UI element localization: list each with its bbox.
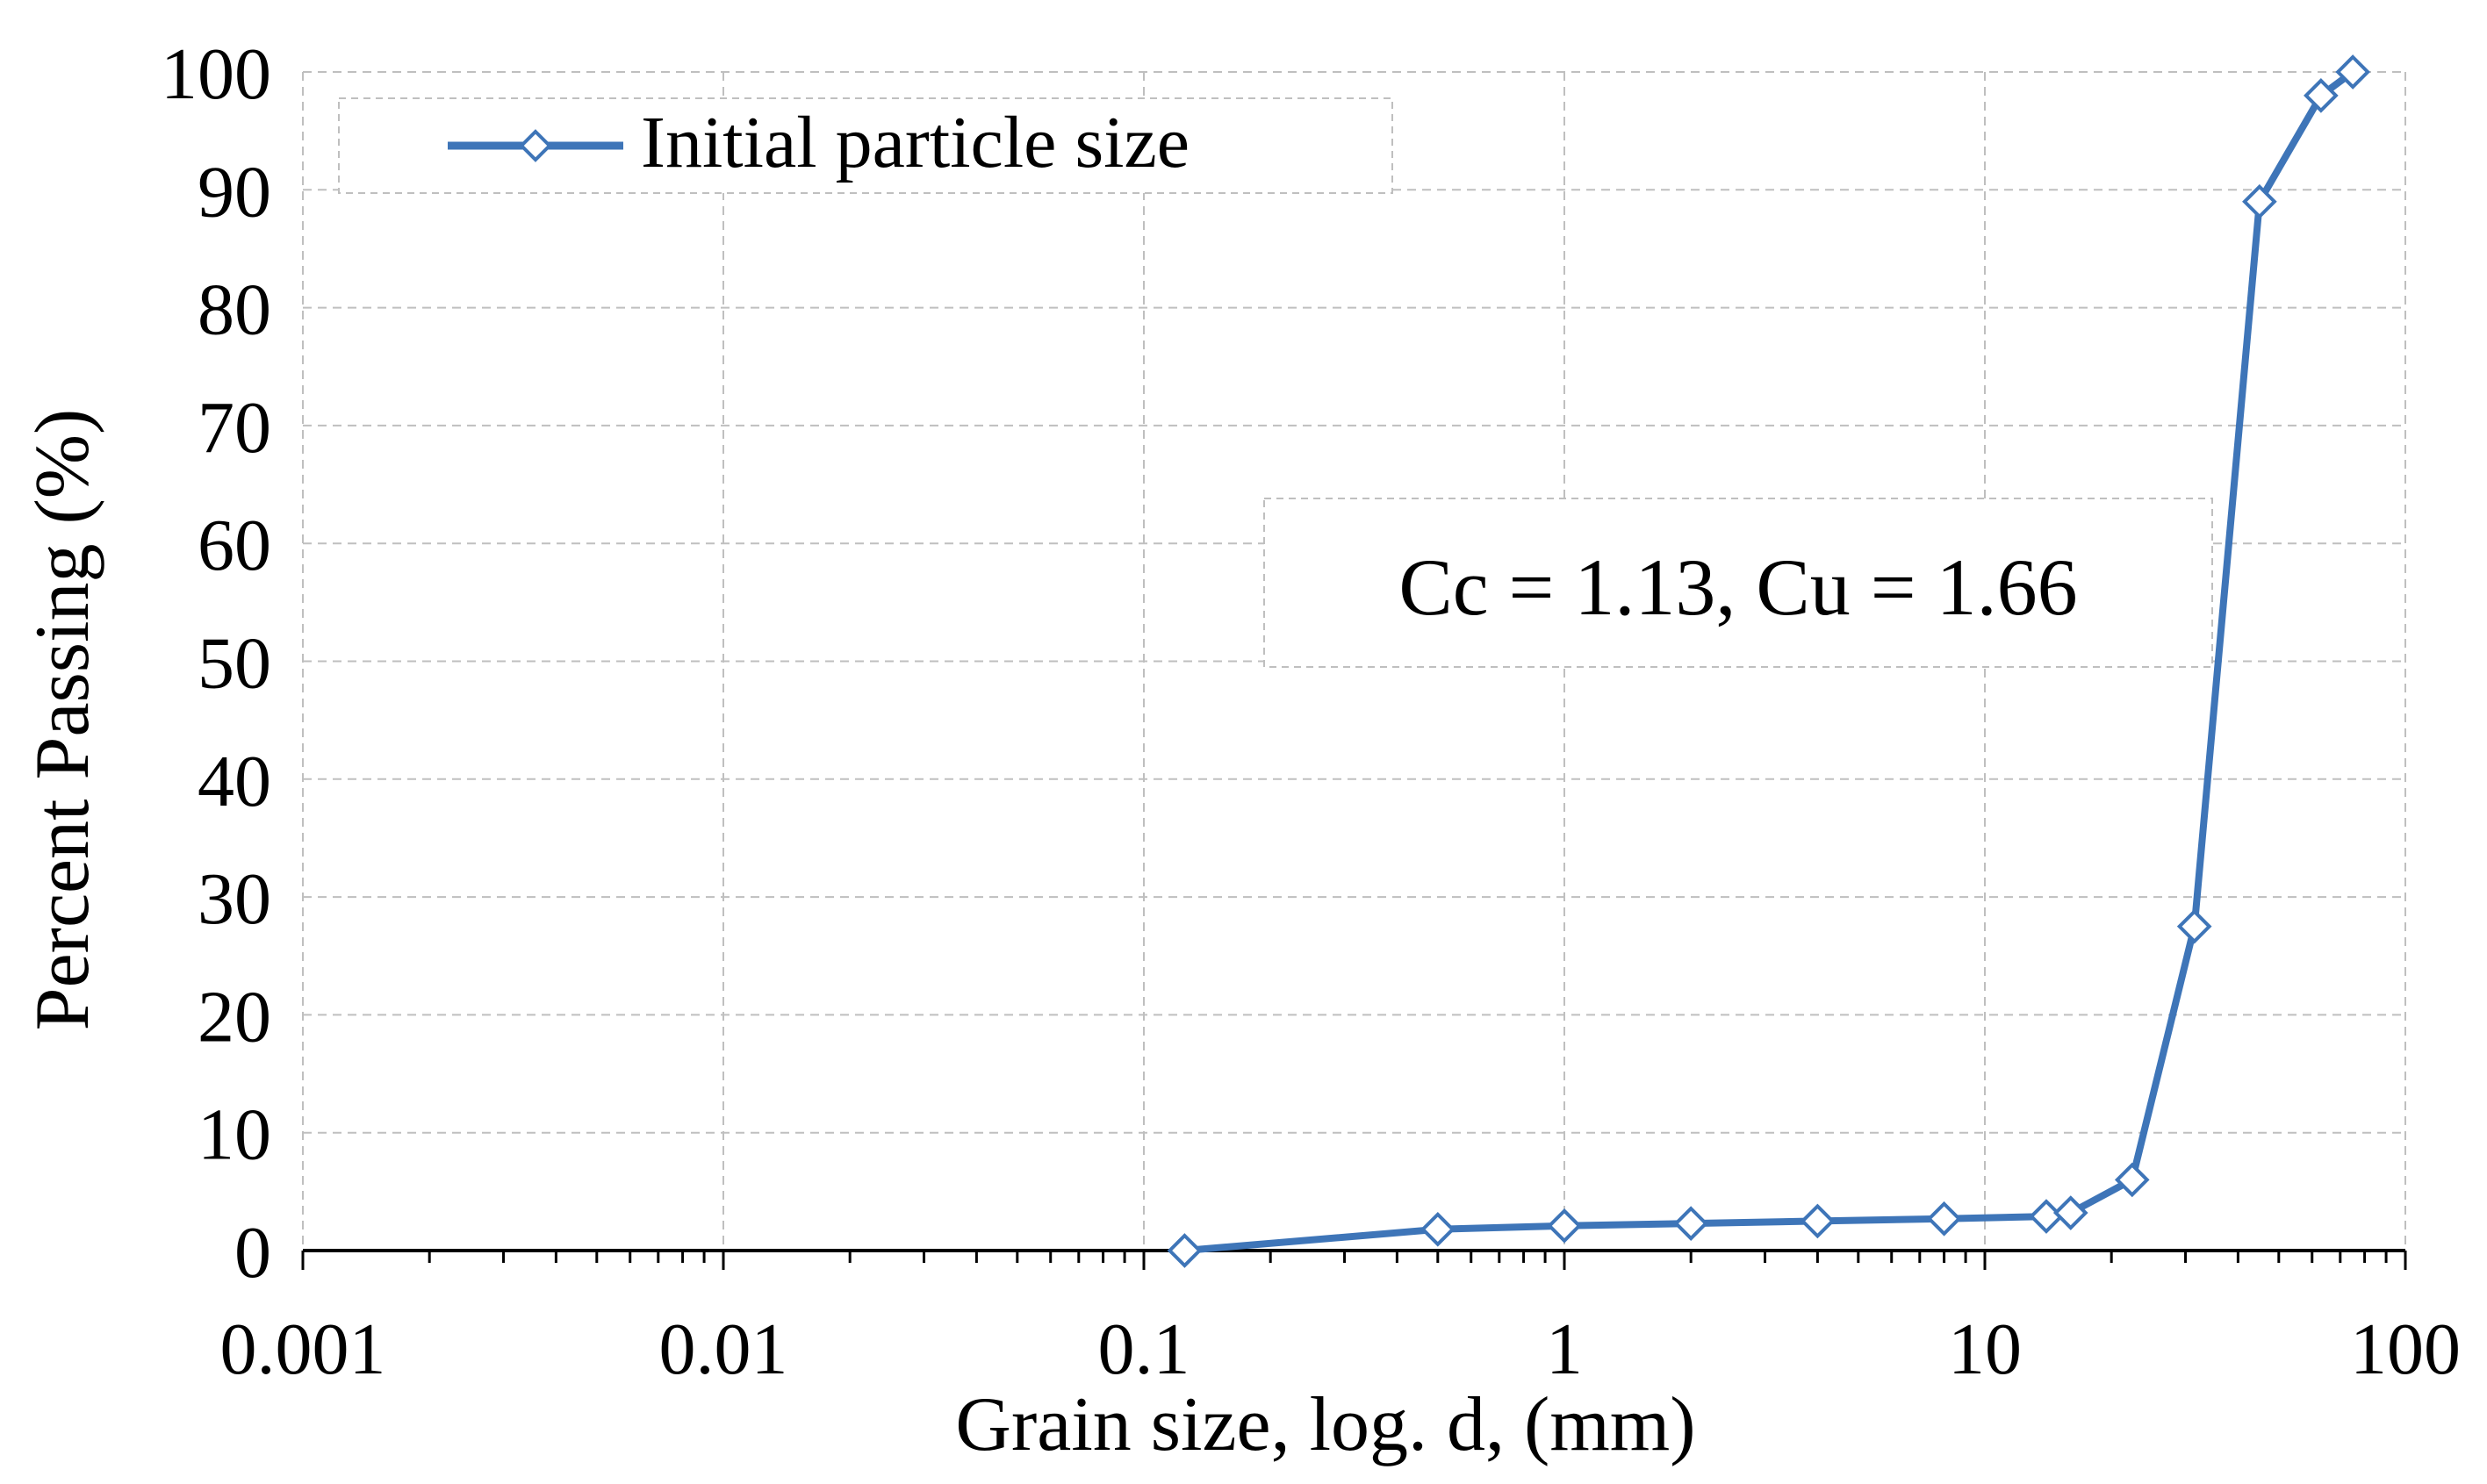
data-point-marker (1673, 1206, 1709, 1241)
x-tick-labels: 0.001 0.01 0.1 1 10 100 (220, 1308, 2462, 1390)
x-tick-label: 100 (2350, 1308, 2461, 1390)
data-point-marker (1420, 1212, 1456, 1247)
y-tick-label: 10 (198, 1094, 271, 1176)
y-tick-labels: 0 10 20 30 40 50 60 70 80 90 100 (161, 33, 271, 1294)
x-axis-label: Grain size, log. d, (mm) (955, 1382, 1695, 1467)
x-tick-label: 0.1 (1098, 1308, 1190, 1390)
y-tick-label: 30 (198, 858, 271, 940)
axes (301, 1249, 2407, 1270)
data-point-marker (1926, 1201, 1962, 1237)
y-tick-label: 40 (198, 741, 271, 822)
data-point-marker (1547, 1208, 1582, 1244)
data-point-marker (2176, 908, 2212, 944)
x-tick-label: 1 (1546, 1308, 1583, 1390)
y-axis-label: Percent Passing (%) (20, 409, 105, 1031)
y-tick-label: 60 (198, 505, 271, 586)
data-point-marker (2335, 54, 2370, 90)
y-tick-label: 80 (198, 269, 271, 351)
data-point-marker (2114, 1162, 2150, 1198)
y-tick-label: 100 (161, 33, 271, 115)
coefficients-annotation: Cc = 1.13, Cu = 1.66 (1398, 542, 2077, 632)
x-tick-label: 10 (1948, 1308, 2022, 1390)
legend-diamond-marker (519, 129, 552, 162)
x-tick-label: 0.001 (220, 1308, 386, 1390)
data-series (1167, 54, 2370, 1268)
annotation: Cc = 1.13, Cu = 1.66 (1263, 498, 2213, 668)
y-tick-label: 0 (234, 1212, 271, 1294)
data-point-marker (2242, 183, 2277, 219)
y-tick-label: 20 (198, 976, 271, 1057)
legend-label: Initial particle size (641, 102, 1190, 183)
y-tick-label: 90 (198, 151, 271, 233)
data-point-marker (2052, 1195, 2088, 1230)
y-tick-label: 50 (198, 623, 271, 705)
data-point-marker (1167, 1233, 1203, 1268)
x-tick-label: 0.01 (659, 1308, 788, 1390)
y-tick-label: 70 (198, 387, 271, 469)
legend: Initial particle size (338, 97, 1393, 194)
data-point-marker (1800, 1203, 1836, 1239)
annotation-box (1263, 498, 2213, 668)
data-point-marker (2304, 78, 2339, 113)
